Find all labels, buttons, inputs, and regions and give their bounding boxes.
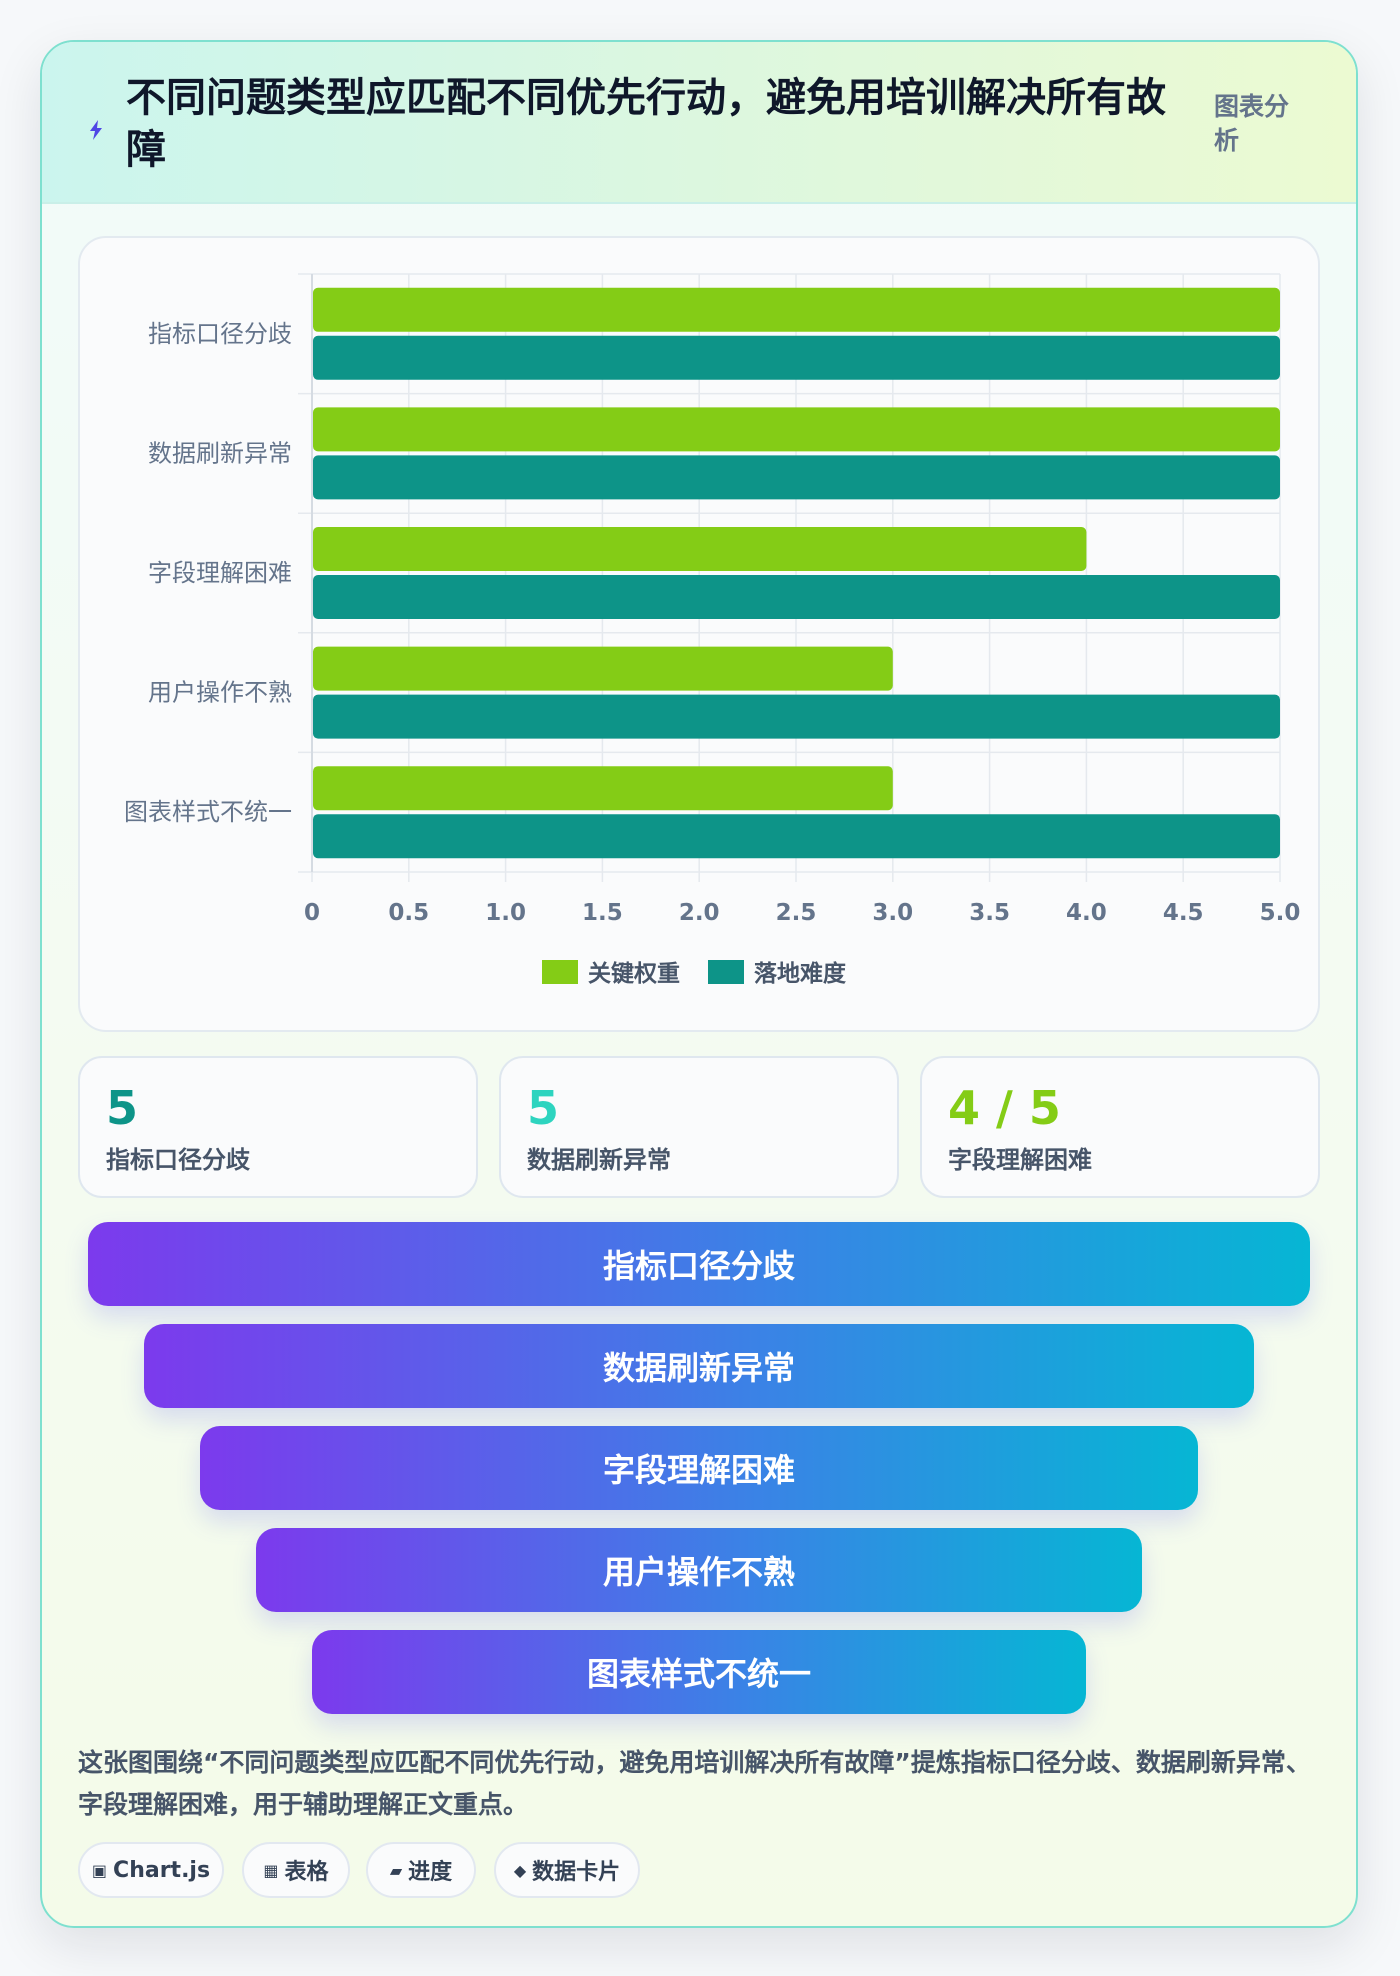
kpi-label: 数据刷新异常 xyxy=(527,1146,671,1174)
bar-chart: 0 0.5 1.0 1.5 2.0 2.5 3.0 3.5 4.0 4.5 5.0 指标口径分歧数据刷… xyxy=(124,273,1301,987)
page-title: 不同问题类型应匹配不同优先行动，避免用培训解决所有故障 xyxy=(126,75,1166,173)
x-tick-label: 3.0 xyxy=(872,900,913,926)
chart-icon: ▣ xyxy=(91,1860,108,1880)
x-tick-label: 1.0 xyxy=(485,900,526,926)
bar-weight xyxy=(313,766,893,811)
legend-swatch xyxy=(542,960,578,984)
x-tick-label: 2.5 xyxy=(776,900,817,926)
kpi-card-1: 5 指标口径分歧 xyxy=(78,1056,478,1198)
x-tick-label: 0 xyxy=(304,900,320,926)
y-category-label: 用户操作不熟 xyxy=(148,679,292,707)
kpi-label: 指标口径分歧 xyxy=(106,1146,250,1174)
header: 不同问题类型应匹配不同优先行动，避免用培训解决所有故障 图表分析 xyxy=(42,42,1356,204)
kpi-value: 5 xyxy=(106,1081,139,1135)
bar-weight xyxy=(313,287,1280,332)
y-category-label: 图表样式不统一 xyxy=(124,798,292,826)
funnel-step-5: 图表样式不统一 xyxy=(312,1630,1086,1714)
x-tick-label: 4.0 xyxy=(1066,900,1107,926)
x-tick-label: 0.5 xyxy=(388,900,429,926)
lightning-icon xyxy=(90,120,102,140)
chip-chartjs[interactable]: ▣ Chart.js xyxy=(78,1842,224,1898)
chip-label: 数据卡片 xyxy=(532,1860,621,1885)
chip-label: Chart.js xyxy=(113,1857,211,1883)
x-tick-label: 2.0 xyxy=(679,900,720,926)
kpi-value: 4 / 5 xyxy=(948,1081,1061,1135)
table-icon: ▦ xyxy=(263,1860,279,1880)
progress-icon: ▰ xyxy=(389,1860,403,1880)
kpi-card-2: 5 数据刷新异常 xyxy=(499,1056,899,1198)
kpi-value: 5 xyxy=(527,1081,560,1135)
y-category-label: 数据刷新异常 xyxy=(148,439,292,467)
funnel-step-4: 用户操作不熟 xyxy=(256,1528,1142,1612)
infographic-card: 不同问题类型应匹配不同优先行动，避免用培训解决所有故障 图表分析 0 0.5 1.0… xyxy=(40,40,1358,1928)
chip-data-card[interactable]: ◆ 数据卡片 xyxy=(494,1842,640,1898)
bar-weight xyxy=(313,646,893,691)
legend-label: 关键权重 xyxy=(588,960,680,987)
funnel-step-3: 字段理解困难 xyxy=(200,1426,1198,1510)
chart-panel: 0 0.5 1.0 1.5 2.0 2.5 3.0 3.5 4.0 4.5 5.0 指标口径分歧 数据刷… xyxy=(78,236,1320,1032)
header-tag: 图表分析 xyxy=(1214,92,1290,155)
card-icon: ◆ xyxy=(513,1860,527,1880)
legend-swatch xyxy=(708,960,744,984)
chip-label: 进度 xyxy=(408,1860,453,1885)
x-tick-label: 1.5 xyxy=(582,900,623,926)
chip-label: 表格 xyxy=(284,1860,329,1885)
x-tick-label: 4.5 xyxy=(1163,900,1204,926)
funnel-step-2: 数据刷新异常 xyxy=(144,1324,1254,1408)
kpi-card-3: 4 / 5 字段理解困难 xyxy=(920,1056,1320,1198)
x-tick-label: 5.0 xyxy=(1260,900,1301,926)
bar-weight xyxy=(313,527,1087,571)
legend-label: 落地难度 xyxy=(754,960,847,987)
kpi-label: 字段理解困难 xyxy=(948,1146,1092,1174)
bar-difficulty xyxy=(313,814,1280,859)
bar-difficulty xyxy=(313,694,1280,739)
bar-difficulty xyxy=(313,575,1280,619)
y-category-label: 字段理解困难 xyxy=(148,559,292,587)
bar-weight xyxy=(313,407,1280,452)
chip-progress[interactable]: ▰ 进度 xyxy=(366,1842,476,1898)
x-tick-label: 3.5 xyxy=(969,900,1010,926)
bar-difficulty xyxy=(313,455,1280,500)
chip-table[interactable]: ▦ 表格 xyxy=(242,1842,350,1898)
bar-difficulty xyxy=(313,335,1280,380)
y-category-label: 指标口径分歧 xyxy=(148,320,292,348)
funnel-step-1: 指标口径分歧 xyxy=(88,1222,1310,1306)
caption: 这张图围绕“不同问题类型应匹配不同优先行动，避免用培训解决所有故障”提炼指标口径… xyxy=(78,1748,1311,1819)
